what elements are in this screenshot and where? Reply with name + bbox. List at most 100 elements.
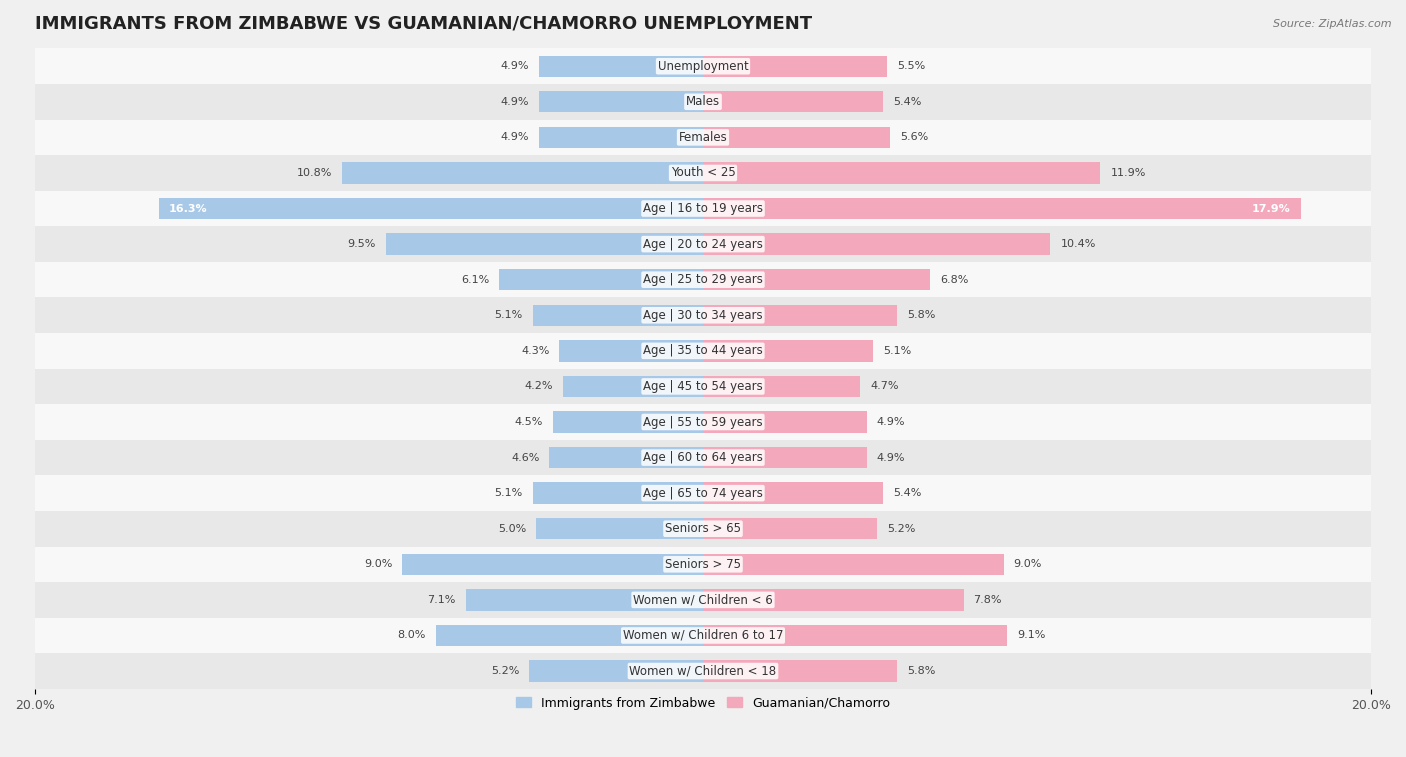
Bar bbox=[35, 440, 1371, 475]
Bar bbox=[35, 298, 1371, 333]
Bar bbox=[35, 511, 1371, 547]
Bar bbox=[35, 618, 1371, 653]
Text: 5.4%: 5.4% bbox=[893, 488, 922, 498]
Bar bbox=[703, 411, 866, 433]
Bar bbox=[703, 126, 890, 148]
Bar bbox=[35, 547, 1371, 582]
Text: 5.8%: 5.8% bbox=[907, 666, 935, 676]
Bar bbox=[703, 375, 860, 397]
Text: 9.0%: 9.0% bbox=[364, 559, 392, 569]
Bar bbox=[536, 518, 703, 540]
Bar bbox=[703, 340, 873, 362]
Bar bbox=[436, 625, 703, 646]
Text: 4.9%: 4.9% bbox=[501, 61, 529, 71]
Bar bbox=[533, 304, 703, 326]
Bar bbox=[540, 91, 703, 113]
Bar bbox=[342, 162, 703, 184]
Text: 5.2%: 5.2% bbox=[887, 524, 915, 534]
Text: 5.1%: 5.1% bbox=[495, 310, 523, 320]
Text: 5.6%: 5.6% bbox=[900, 132, 928, 142]
Bar bbox=[703, 482, 883, 504]
Bar bbox=[703, 553, 1004, 575]
Bar bbox=[35, 262, 1371, 298]
Bar bbox=[35, 653, 1371, 689]
Bar bbox=[402, 553, 703, 575]
Text: 6.8%: 6.8% bbox=[941, 275, 969, 285]
Text: IMMIGRANTS FROM ZIMBABWE VS GUAMANIAN/CHAMORRO UNEMPLOYMENT: IMMIGRANTS FROM ZIMBABWE VS GUAMANIAN/CH… bbox=[35, 15, 813, 33]
Bar bbox=[35, 48, 1371, 84]
Bar bbox=[560, 340, 703, 362]
Text: 6.1%: 6.1% bbox=[461, 275, 489, 285]
Bar bbox=[553, 411, 703, 433]
Bar bbox=[35, 191, 1371, 226]
Bar bbox=[35, 369, 1371, 404]
Bar bbox=[385, 233, 703, 255]
Text: Males: Males bbox=[686, 95, 720, 108]
Bar bbox=[550, 447, 703, 469]
Text: Age | 20 to 24 years: Age | 20 to 24 years bbox=[643, 238, 763, 251]
Bar bbox=[562, 375, 703, 397]
Text: Women w/ Children < 18: Women w/ Children < 18 bbox=[630, 665, 776, 678]
Text: 8.0%: 8.0% bbox=[398, 631, 426, 640]
Text: Youth < 25: Youth < 25 bbox=[671, 167, 735, 179]
Text: 4.9%: 4.9% bbox=[501, 132, 529, 142]
Text: 16.3%: 16.3% bbox=[169, 204, 207, 213]
Text: Age | 30 to 34 years: Age | 30 to 34 years bbox=[643, 309, 763, 322]
Bar bbox=[703, 625, 1007, 646]
Text: Seniors > 65: Seniors > 65 bbox=[665, 522, 741, 535]
Text: Age | 65 to 74 years: Age | 65 to 74 years bbox=[643, 487, 763, 500]
Text: 4.9%: 4.9% bbox=[501, 97, 529, 107]
Text: Seniors > 75: Seniors > 75 bbox=[665, 558, 741, 571]
Bar bbox=[703, 269, 931, 291]
Bar bbox=[703, 518, 877, 540]
Bar bbox=[703, 198, 1301, 220]
Text: Age | 60 to 64 years: Age | 60 to 64 years bbox=[643, 451, 763, 464]
Bar bbox=[35, 120, 1371, 155]
Text: Age | 45 to 54 years: Age | 45 to 54 years bbox=[643, 380, 763, 393]
Text: 5.2%: 5.2% bbox=[491, 666, 519, 676]
Bar bbox=[35, 333, 1371, 369]
Bar bbox=[703, 233, 1050, 255]
Text: 5.1%: 5.1% bbox=[883, 346, 911, 356]
Bar bbox=[159, 198, 703, 220]
Text: 4.3%: 4.3% bbox=[522, 346, 550, 356]
Bar bbox=[540, 55, 703, 77]
Text: Unemployment: Unemployment bbox=[658, 60, 748, 73]
Bar bbox=[35, 475, 1371, 511]
Bar bbox=[35, 582, 1371, 618]
Text: 5.1%: 5.1% bbox=[495, 488, 523, 498]
Text: 4.6%: 4.6% bbox=[510, 453, 540, 463]
Bar bbox=[703, 447, 866, 469]
Text: 5.8%: 5.8% bbox=[907, 310, 935, 320]
Text: 4.2%: 4.2% bbox=[524, 382, 553, 391]
Bar bbox=[703, 589, 963, 611]
Text: 7.1%: 7.1% bbox=[427, 595, 456, 605]
Text: 9.1%: 9.1% bbox=[1017, 631, 1046, 640]
Text: 4.5%: 4.5% bbox=[515, 417, 543, 427]
Text: Age | 25 to 29 years: Age | 25 to 29 years bbox=[643, 273, 763, 286]
Bar bbox=[540, 126, 703, 148]
Text: Age | 16 to 19 years: Age | 16 to 19 years bbox=[643, 202, 763, 215]
Text: Women w/ Children < 6: Women w/ Children < 6 bbox=[633, 593, 773, 606]
Text: 5.0%: 5.0% bbox=[498, 524, 526, 534]
Text: 9.5%: 9.5% bbox=[347, 239, 375, 249]
Text: 4.9%: 4.9% bbox=[877, 453, 905, 463]
Bar bbox=[703, 91, 883, 113]
Text: Source: ZipAtlas.com: Source: ZipAtlas.com bbox=[1274, 19, 1392, 29]
Bar bbox=[35, 155, 1371, 191]
Text: Women w/ Children 6 to 17: Women w/ Children 6 to 17 bbox=[623, 629, 783, 642]
Bar bbox=[703, 162, 1101, 184]
Bar bbox=[35, 404, 1371, 440]
Bar bbox=[703, 660, 897, 682]
Bar bbox=[499, 269, 703, 291]
Text: Age | 35 to 44 years: Age | 35 to 44 years bbox=[643, 344, 763, 357]
Text: Females: Females bbox=[679, 131, 727, 144]
Bar bbox=[35, 84, 1371, 120]
Text: Age | 55 to 59 years: Age | 55 to 59 years bbox=[643, 416, 763, 428]
Text: 17.9%: 17.9% bbox=[1253, 204, 1291, 213]
Bar bbox=[465, 589, 703, 611]
Text: 4.7%: 4.7% bbox=[870, 382, 898, 391]
Text: 4.9%: 4.9% bbox=[877, 417, 905, 427]
Text: 10.8%: 10.8% bbox=[297, 168, 332, 178]
Text: 11.9%: 11.9% bbox=[1111, 168, 1146, 178]
